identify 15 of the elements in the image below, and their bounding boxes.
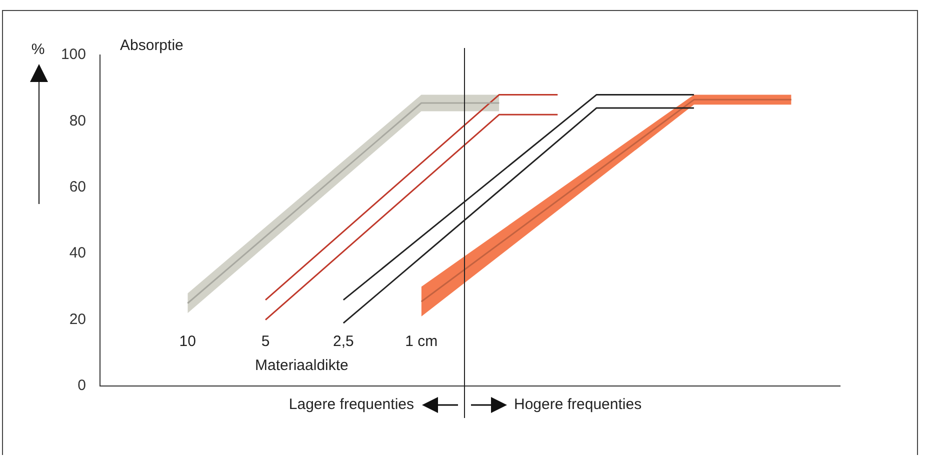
annotation: 10 — [179, 333, 196, 350]
chart-title: Absorptie — [120, 37, 184, 54]
y-tick-label: 40 — [69, 244, 86, 262]
text: Lagere frequenties — [288, 396, 414, 414]
y-tick-label: 80 — [69, 112, 86, 130]
annotation: 2,5 — [332, 333, 354, 350]
y-tick-label: 60 — [69, 178, 86, 196]
y-axis-title: % — [31, 41, 45, 58]
annotation: Materiaaldikte — [255, 357, 348, 374]
annotation: 1 cm — [405, 333, 438, 350]
text: Hogere frequenties — [514, 396, 642, 414]
y-tick-label: 0 — [78, 377, 86, 394]
y-tick-label: 100 — [60, 46, 86, 64]
annotation: 5 — [261, 333, 270, 350]
y-tick-label: 20 — [69, 310, 86, 328]
